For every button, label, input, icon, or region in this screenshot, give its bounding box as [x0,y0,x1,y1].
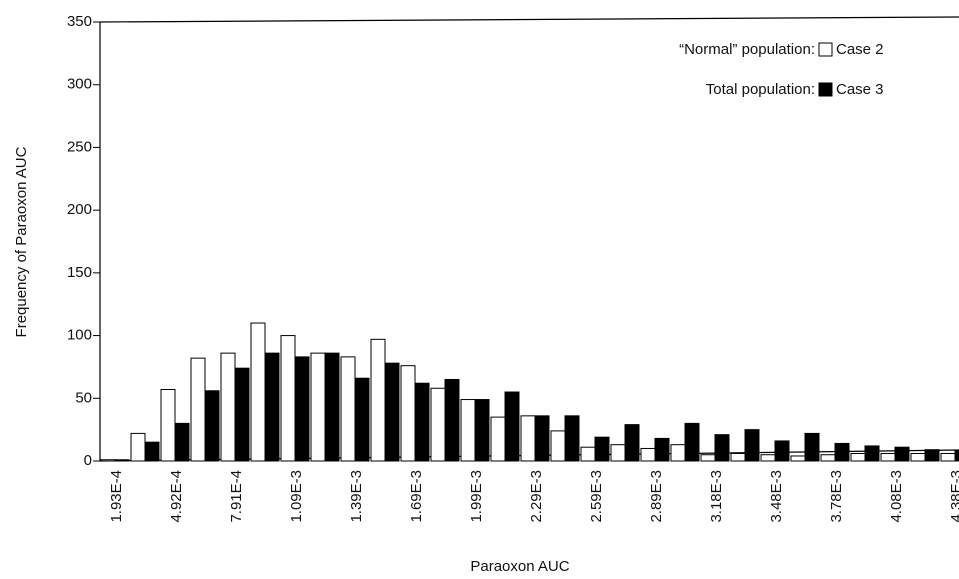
bar [310,352,326,462]
bar [444,378,460,462]
x-tick-label: 2.89E-3 [648,470,665,523]
y-axis-title: Frequency of Paraoxon AUC [13,146,30,337]
bar [700,454,716,462]
bar [804,432,820,462]
y-tick-label: 350 [67,13,92,30]
bar [474,399,490,462]
bar [430,387,446,462]
bar [190,357,206,462]
bar [534,415,550,462]
x-tick-label: 1.09E-3 [288,470,305,523]
bar [850,452,866,462]
bar [714,434,730,462]
bar [340,356,356,462]
x-axis-title: Paraoxon AUC [470,558,569,575]
bar [520,415,536,462]
bar [654,437,670,462]
bar [640,447,656,462]
bar [774,440,790,462]
y-tick-label: 200 [67,201,92,218]
bar [220,352,236,462]
bar [294,356,310,462]
x-tick-label: 1.99E-3 [468,470,485,523]
x-tick-label: 1.93E-4 [108,470,125,523]
x-tick-label: 1.39E-3 [348,470,365,523]
bar [610,444,626,462]
bar [594,436,610,462]
bar [550,430,566,462]
bar [880,452,896,462]
x-tick-label: 2.59E-3 [588,470,605,523]
bar [460,399,476,462]
bar [684,422,700,462]
bar [354,377,370,462]
bar [400,365,416,462]
bar [204,390,220,462]
bar [490,416,506,462]
x-tick-label: 2.29E-3 [528,470,545,523]
legend-swatch [818,82,833,97]
x-tick-label: 7.91E-4 [228,470,245,523]
bar [144,441,160,462]
top-frame [99,16,959,23]
bar [580,446,596,462]
bar [174,422,190,462]
legend-label: Case 2 [836,41,884,58]
x-tick-label: 1.69E-3 [408,470,425,523]
bar [760,454,776,462]
bar [624,424,640,462]
bar [370,338,386,462]
y-tick-label: 150 [67,264,92,281]
y-tick-label: 50 [75,389,92,406]
bar [924,449,940,462]
bar [160,389,176,462]
y-tick-label: 300 [67,76,92,93]
bar [280,335,296,462]
legend-label: Case 3 [836,81,884,98]
bar [250,322,266,462]
bar [894,446,910,462]
x-tick-label: 4.38E-3 [948,470,959,523]
bar [384,362,400,462]
x-tick-label: 3.18E-3 [708,470,725,523]
legend-prefix: “Normal” population: [679,41,815,58]
bar [864,445,880,462]
bar [834,442,850,462]
bar [264,352,280,462]
x-tick-label: 4.92E-4 [168,470,185,523]
x-tick-label: 3.78E-3 [828,470,845,523]
bar [504,391,520,462]
x-tick-label: 4.08E-3 [888,470,905,523]
bar [954,450,959,462]
bar [820,454,836,462]
bar [234,367,250,462]
bar [324,352,340,462]
bar [670,444,686,462]
bar [130,432,146,462]
bar [940,452,956,462]
bar [910,452,926,462]
bar [114,459,130,462]
bar [790,455,806,462]
legend-prefix: Total population: [706,81,815,98]
bar [564,415,580,462]
y-tick-label: 100 [67,327,92,344]
legend-swatch [818,42,833,57]
x-tick-label: 3.48E-3 [768,470,785,523]
bar [730,452,746,462]
y-tick-label: 0 [84,452,92,469]
bar [744,429,760,462]
bar [414,382,430,462]
bar [100,459,116,462]
y-tick-label: 250 [67,138,92,155]
